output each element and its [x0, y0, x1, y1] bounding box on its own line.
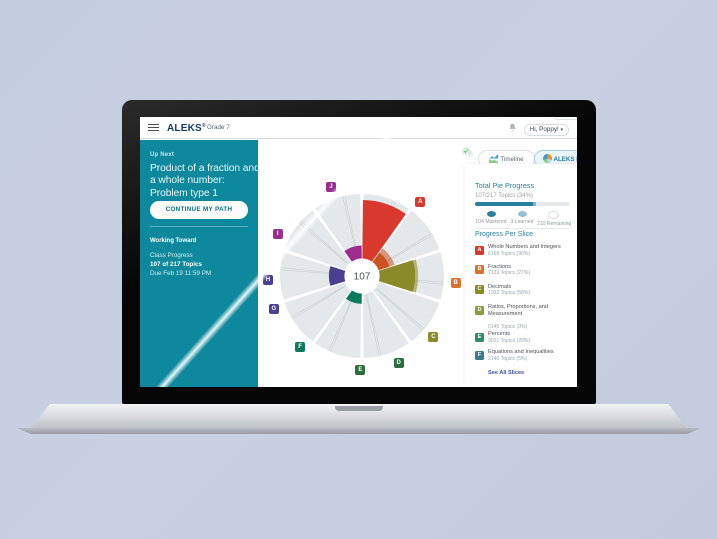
svg-text:107: 107	[354, 272, 371, 283]
